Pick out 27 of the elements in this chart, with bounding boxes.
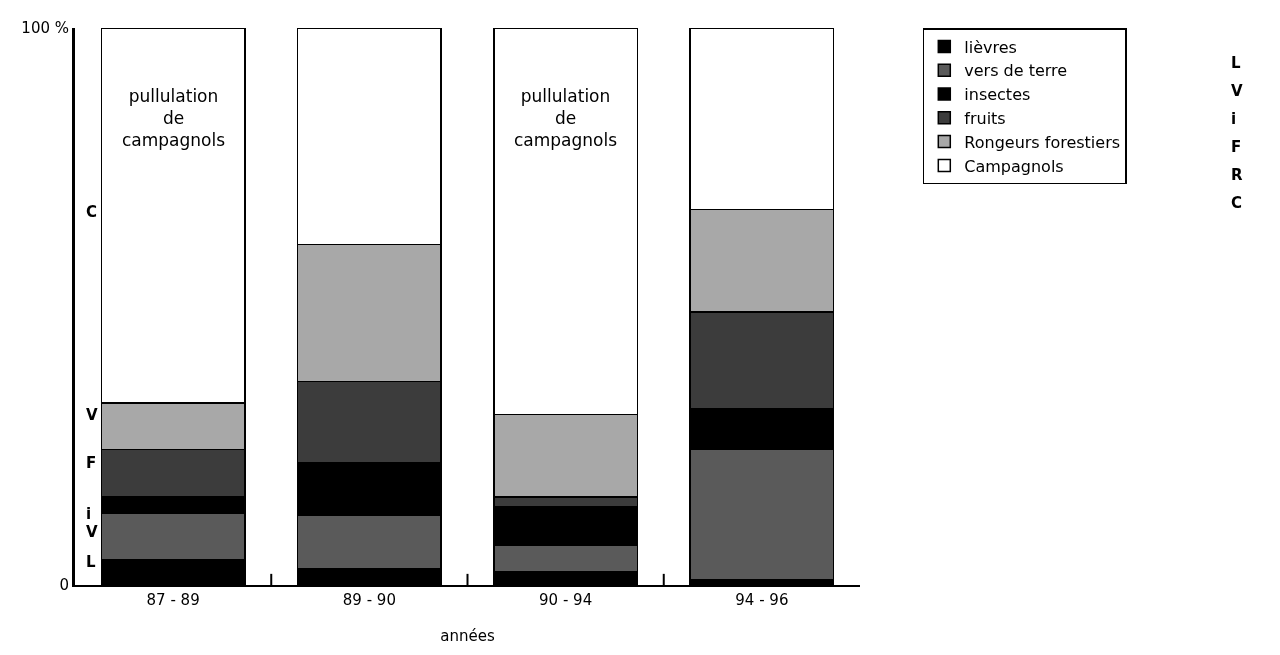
annotation: V bbox=[86, 523, 98, 541]
legend-label: insectes bbox=[964, 85, 1031, 105]
annotation: C bbox=[86, 203, 98, 221]
y-tick-label: 0 bbox=[59, 576, 69, 595]
annotation: pullulation de campagnols bbox=[122, 86, 226, 151]
x-tick-label: 89 - 90 bbox=[342, 591, 396, 609]
legend-label: Rongeurs forestiers bbox=[964, 132, 1121, 152]
legend-label: lièvres bbox=[964, 37, 1017, 57]
legend-label: vers de terre bbox=[964, 61, 1068, 81]
x-tick-label: 94 - 96 bbox=[735, 591, 789, 609]
x-tick-label: 90 - 94 bbox=[539, 591, 593, 609]
x-axis-title: années bbox=[440, 626, 495, 645]
text: F bbox=[1231, 138, 1242, 156]
annotation: i bbox=[86, 505, 92, 523]
text: C bbox=[1231, 194, 1243, 212]
text: R bbox=[1231, 166, 1243, 184]
annotation: pullulation de campagnols bbox=[514, 86, 618, 151]
legend-label: fruits bbox=[964, 109, 1006, 129]
text: V bbox=[1231, 82, 1243, 100]
annotation: L bbox=[86, 553, 96, 571]
text: i bbox=[1231, 110, 1237, 128]
x-tick-label: 87 - 89 bbox=[146, 591, 200, 609]
y-tick-label: 100 % bbox=[21, 19, 69, 38]
annotation: F bbox=[86, 454, 97, 472]
text: L bbox=[1231, 54, 1241, 72]
legend-label: Campagnols bbox=[964, 156, 1064, 176]
annotation: V bbox=[86, 406, 98, 424]
